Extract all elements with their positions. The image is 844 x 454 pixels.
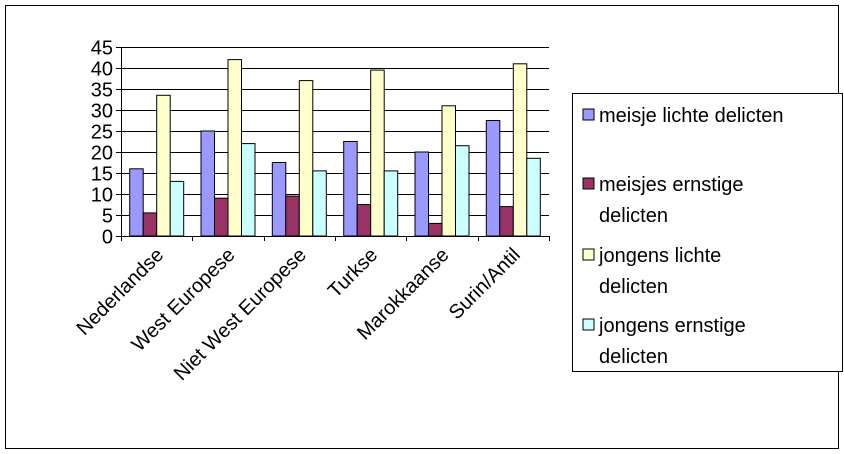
bar bbox=[227, 59, 242, 237]
bar bbox=[285, 195, 300, 237]
bar bbox=[356, 204, 372, 237]
bar bbox=[383, 170, 399, 237]
y-tick-label: 25 bbox=[91, 122, 113, 144]
legend-label: jongens lichte bbox=[598, 245, 721, 267]
legend-label: meisjes ernstige bbox=[599, 174, 744, 196]
legend-swatch bbox=[582, 248, 595, 261]
legend: meisje lichte delicten meisjes ernstige de… bbox=[572, 93, 843, 372]
bar bbox=[129, 168, 144, 237]
y-tick-label: 0 bbox=[102, 227, 113, 249]
bar bbox=[512, 63, 528, 237]
bar bbox=[156, 94, 171, 237]
bar bbox=[499, 206, 514, 237]
legend-label: meisje lichte delicten bbox=[599, 105, 784, 127]
y-tick-label: 15 bbox=[91, 164, 113, 186]
legend-box bbox=[572, 93, 843, 372]
legend-swatch bbox=[582, 108, 595, 121]
bar bbox=[455, 145, 470, 237]
y-tick-label: 30 bbox=[91, 101, 113, 123]
legend-swatch bbox=[582, 318, 595, 331]
y-tick-label: 45 bbox=[91, 38, 113, 60]
y-tick-label: 10 bbox=[91, 185, 113, 207]
bar bbox=[142, 212, 158, 237]
y-tick-label: 20 bbox=[91, 143, 113, 165]
legend-label: delicten bbox=[599, 346, 668, 368]
bar bbox=[214, 197, 229, 237]
bar bbox=[343, 141, 358, 237]
y-tick-label: 5 bbox=[102, 206, 113, 228]
y-tick-label: 35 bbox=[91, 80, 113, 102]
bar bbox=[414, 151, 429, 237]
legend-label: delicten bbox=[599, 205, 668, 227]
legend-label: delicten bbox=[599, 276, 668, 298]
y-tick-label: 40 bbox=[91, 59, 113, 81]
bar bbox=[370, 69, 385, 237]
bar bbox=[271, 162, 287, 237]
bar bbox=[169, 180, 185, 237]
bar bbox=[298, 80, 314, 237]
bar bbox=[241, 143, 256, 237]
bar bbox=[526, 157, 541, 237]
bar bbox=[441, 105, 456, 237]
bar bbox=[428, 222, 443, 237]
bar bbox=[200, 130, 215, 237]
legend-label: jongens ernstige bbox=[598, 315, 746, 337]
bars bbox=[129, 59, 541, 237]
bar bbox=[312, 170, 327, 237]
gridlines bbox=[121, 47, 549, 216]
bar bbox=[485, 120, 501, 237]
legend-swatch bbox=[582, 177, 595, 190]
